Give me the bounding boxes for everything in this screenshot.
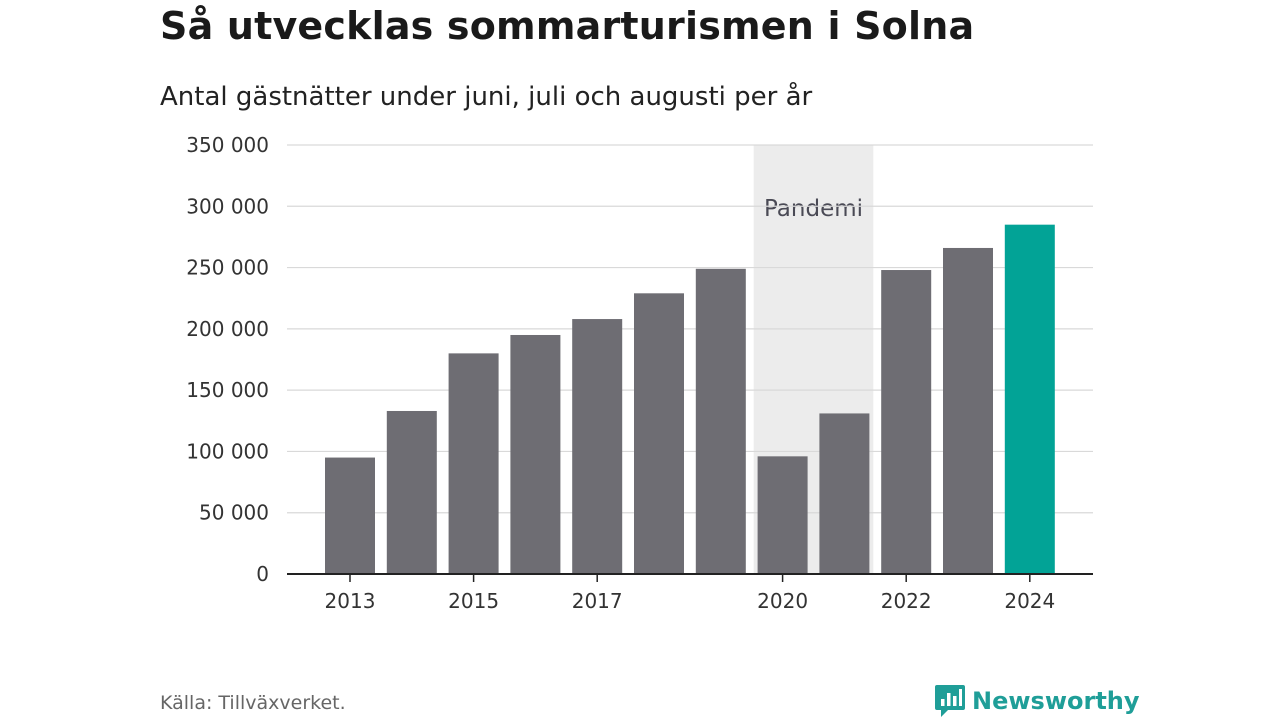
bar-2023 bbox=[943, 247, 993, 574]
bar-2020 bbox=[757, 456, 808, 574]
x-tick-label: 2017 bbox=[572, 589, 623, 613]
newsworthy-logo-icon bbox=[935, 685, 965, 717]
x-tick-label: 2022 bbox=[881, 589, 932, 613]
bar-2024 bbox=[1004, 224, 1055, 574]
bar-2013 bbox=[325, 457, 375, 574]
x-tick-label: 2020 bbox=[757, 589, 808, 613]
bar-2014 bbox=[386, 410, 437, 574]
x-tick-label: 2015 bbox=[448, 589, 499, 613]
bar-2019 bbox=[695, 268, 746, 574]
y-tick-label: 100 000 bbox=[186, 439, 269, 463]
chart-subtitle: Antal gästnätter under juni, juli och au… bbox=[160, 82, 813, 112]
y-tick-label: 250 000 bbox=[186, 256, 269, 280]
brand-name: Newsworthy bbox=[972, 687, 1140, 715]
bar-2016 bbox=[510, 334, 561, 574]
y-tick-label: 350 000 bbox=[186, 133, 269, 157]
bar-2018 bbox=[634, 293, 684, 574]
bar-2017 bbox=[572, 319, 623, 574]
bar-2015 bbox=[448, 353, 499, 574]
bar-2021 bbox=[819, 413, 870, 574]
bar-chart: Pandemi 0 50 000 100 000 150 000 200 000 250 … bbox=[186, 133, 1093, 613]
y-tick-label: 0 bbox=[256, 562, 269, 586]
y-tick-label: 200 000 bbox=[186, 317, 269, 341]
x-tick-label: 2013 bbox=[325, 589, 376, 613]
chart-title: Så utvecklas sommarturismen i Solna bbox=[160, 4, 975, 48]
pandemic-label: Pandemi bbox=[764, 196, 863, 222]
source-note: Källa: Tillväxverket. bbox=[160, 692, 346, 714]
y-tick-label: 300 000 bbox=[186, 194, 269, 218]
y-tick-label: 50 000 bbox=[199, 501, 269, 525]
bar-2022 bbox=[881, 270, 932, 574]
x-tick-label: 2024 bbox=[1004, 589, 1055, 613]
y-tick-label: 150 000 bbox=[186, 378, 269, 402]
brand-logo: Newsworthy bbox=[934, 684, 1140, 718]
